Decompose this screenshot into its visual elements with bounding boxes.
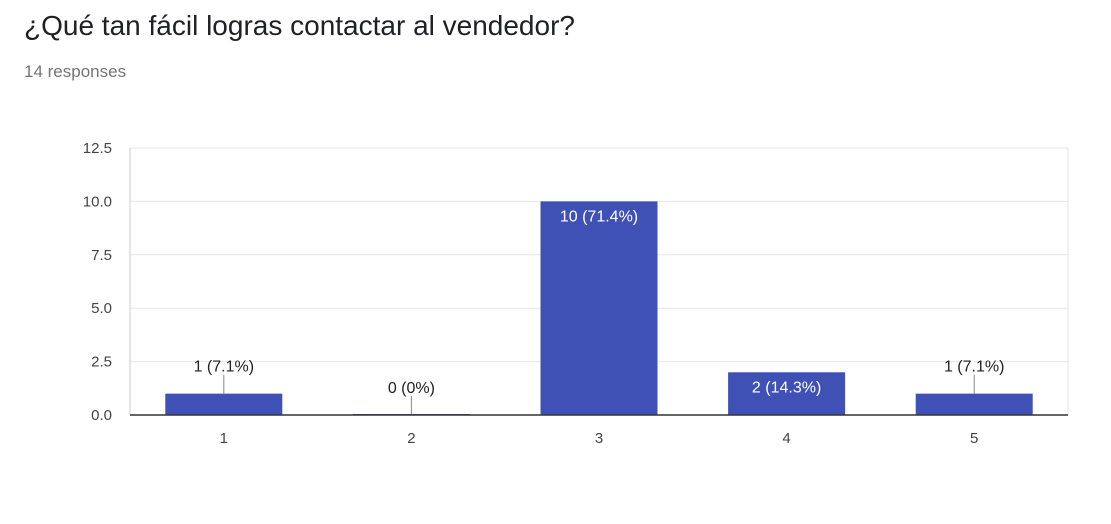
data-label: 0 (0%): [388, 380, 435, 397]
data-label: 1 (7.1%): [194, 359, 254, 376]
y-tick-label: 12.5: [83, 140, 112, 157]
y-tick-label: 2.5: [91, 354, 112, 371]
x-tick-label: 4: [782, 430, 790, 447]
x-tick-label: 3: [595, 430, 603, 447]
data-label: 10 (71.4%): [560, 208, 638, 225]
bar: [728, 372, 846, 415]
bar: [540, 201, 658, 415]
x-tick-label: 1: [220, 430, 228, 447]
y-tick-label: 5.0: [91, 300, 112, 317]
x-tick-label: 2: [407, 430, 415, 447]
bar: [915, 393, 1033, 415]
y-tick-label: 10.0: [83, 193, 112, 210]
y-tick-label: 0.0: [91, 407, 112, 424]
y-tick-label: 7.5: [91, 247, 112, 264]
data-label: 1 (7.1%): [944, 359, 1004, 376]
chart-title: ¿Qué tan fácil logras contactar al vende…: [24, 10, 575, 41]
x-tick-label: 5: [970, 430, 978, 447]
data-label: 2 (14.3%): [752, 379, 821, 396]
response-count: 14 responses: [24, 62, 127, 81]
bar: [165, 393, 283, 415]
